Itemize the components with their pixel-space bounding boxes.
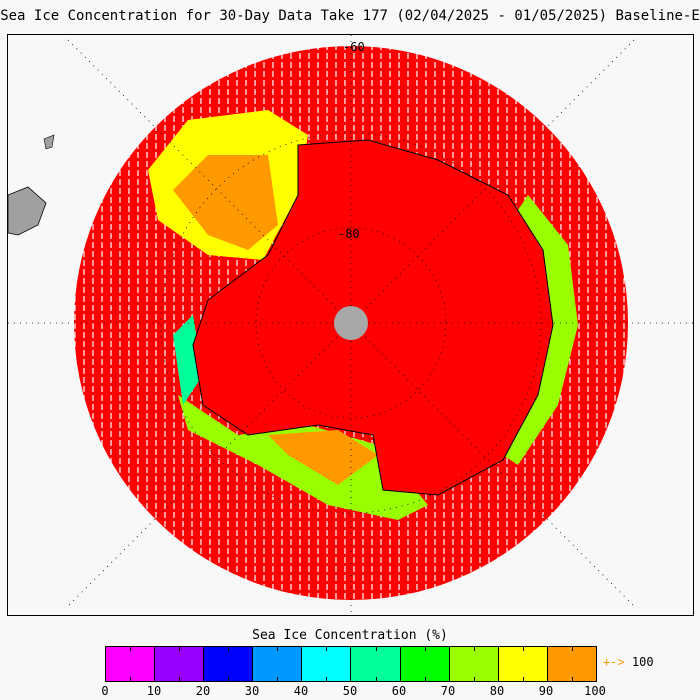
antarctica-continent bbox=[192, 139, 554, 496]
colorbar-tick-label: 0 bbox=[101, 684, 109, 698]
colorbar-tick-label: 30 bbox=[244, 684, 260, 698]
colorbar-segment bbox=[302, 647, 352, 681]
colorbar-segment bbox=[498, 647, 548, 681]
south-georgia-island bbox=[43, 134, 55, 150]
colorbar-segment bbox=[106, 647, 156, 681]
colorbar-segment bbox=[253, 647, 303, 681]
colorbar bbox=[105, 646, 597, 682]
colorbar-tick-label: 10 bbox=[146, 684, 162, 698]
colorbar-tick-label: 100 bbox=[584, 684, 606, 698]
colorbar-segment bbox=[155, 647, 205, 681]
colorbar-tick-label: 40 bbox=[293, 684, 309, 698]
lat-label-80: -80 bbox=[338, 227, 360, 241]
colorbar-tick-label: 20 bbox=[195, 684, 211, 698]
overflow-label: 100 bbox=[631, 655, 654, 669]
colorbar-tick-label: 50 bbox=[342, 684, 358, 698]
sea-ice-east bbox=[503, 195, 578, 465]
colorbar-segment bbox=[449, 647, 499, 681]
colorbar-tick-label: 90 bbox=[538, 684, 554, 698]
lat-label-60: -60 bbox=[343, 40, 365, 54]
overflow-indicator: +-> 100 bbox=[603, 655, 654, 669]
colorbar-segment bbox=[400, 647, 450, 681]
colorbar-segment bbox=[204, 647, 254, 681]
map-frame: -60 -80 bbox=[7, 34, 694, 616]
pole-hole bbox=[334, 306, 368, 340]
south-america-land bbox=[8, 186, 47, 236]
colorbar-tick-label: 60 bbox=[391, 684, 407, 698]
colorbar-segment bbox=[547, 647, 596, 681]
colorbar-tick-label: 80 bbox=[489, 684, 505, 698]
colorbar-tick-label: 70 bbox=[440, 684, 456, 698]
colorbar-title: Sea Ice Concentration (%) bbox=[252, 628, 448, 643]
map-title: Sea Ice Concentration for 30-Day Data Ta… bbox=[0, 8, 700, 24]
colorbar-segment bbox=[351, 647, 401, 681]
polar-map: -60 -80 bbox=[8, 35, 693, 615]
overflow-arrow: +-> bbox=[603, 655, 625, 669]
